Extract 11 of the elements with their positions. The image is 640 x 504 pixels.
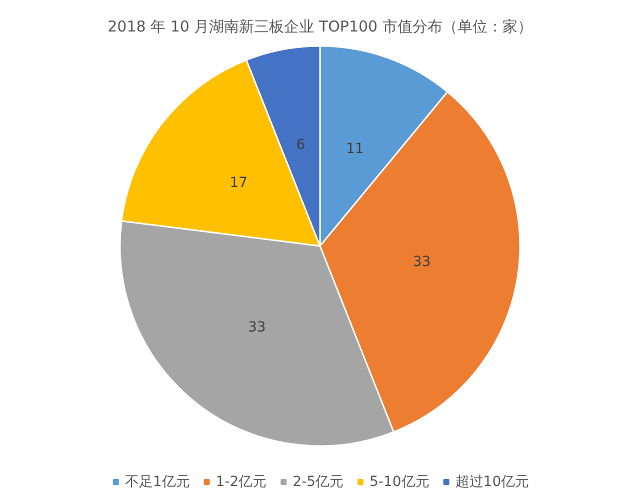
legend-label: 1-2亿元 <box>216 474 267 490</box>
chart-title: 2018 年 10 月湖南新三板企业 TOP100 市值分布（单位：家） <box>108 18 532 36</box>
data-label: 33 <box>248 319 266 336</box>
data-label: 17 <box>230 174 248 191</box>
legend-label: 不足1亿元 <box>124 474 190 490</box>
data-label: 33 <box>412 254 431 270</box>
legend-label: 2-5亿元 <box>292 474 344 490</box>
data-label: 11 <box>346 141 364 158</box>
legend-label: 超过10亿元 <box>455 474 530 490</box>
legend-label: 5-10亿元 <box>370 474 430 490</box>
data-label: 6 <box>296 136 306 153</box>
